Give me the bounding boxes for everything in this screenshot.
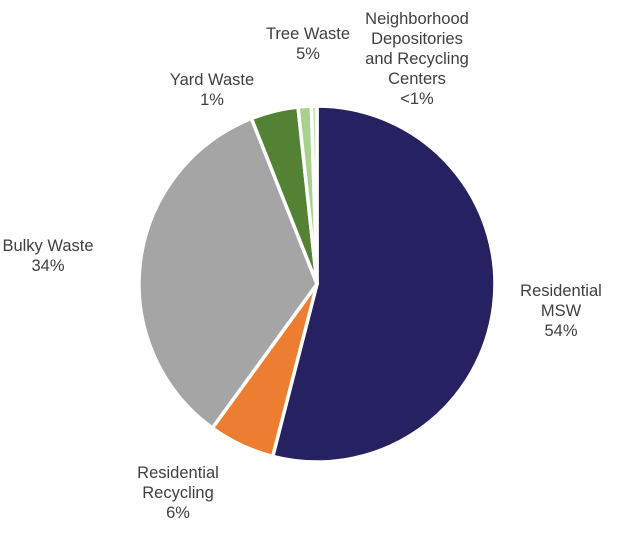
pie-slice-residential-msw — [270, 104, 497, 464]
slice-percent-label: 1% — [200, 91, 224, 109]
slice-label: Residential Recycling 6% — [137, 464, 219, 522]
pie-slices — [137, 104, 497, 464]
slice-percent-label: <1% — [400, 90, 434, 108]
slice-label: Tree Waste 5% — [266, 25, 350, 63]
slice-percent-label: 54% — [544, 322, 577, 340]
slice-name-label: Depositories — [371, 30, 463, 48]
slice-labels: Residential MSW 54% Residential Recycling 6% B… — [2, 10, 601, 522]
slice-name-label: Centers — [388, 70, 446, 88]
slice-percent-label: 34% — [31, 257, 64, 275]
pie-slice-bulky-waste — [137, 116, 319, 430]
slice-label: Residential MSW 54% — [520, 282, 602, 340]
slice-label: Yard Waste 1% — [170, 71, 254, 109]
slice-name-label: and Recycling — [365, 50, 469, 68]
slice-label: Neighborhood Depositories and Recycling Cen… — [365, 10, 469, 108]
slice-percent-label: 6% — [166, 504, 190, 522]
slice-name-label: Bulky Waste — [2, 237, 93, 255]
slice-name-label: Residential — [137, 464, 219, 482]
slice-name-label: Tree Waste — [266, 25, 350, 43]
slice-name-label: MSW — [541, 302, 582, 320]
slice-name-label: Yard Waste — [170, 71, 254, 89]
slice-name-label: Recycling — [142, 484, 214, 502]
slice-percent-label: 5% — [296, 45, 320, 63]
slice-label: Bulky Waste 34% — [2, 237, 93, 275]
pie-slice-neighborhood-depositories-and-recycling-centers — [309, 104, 319, 286]
slice-name-label: Neighborhood — [365, 10, 469, 28]
slice-name-label: Residential — [520, 282, 602, 300]
